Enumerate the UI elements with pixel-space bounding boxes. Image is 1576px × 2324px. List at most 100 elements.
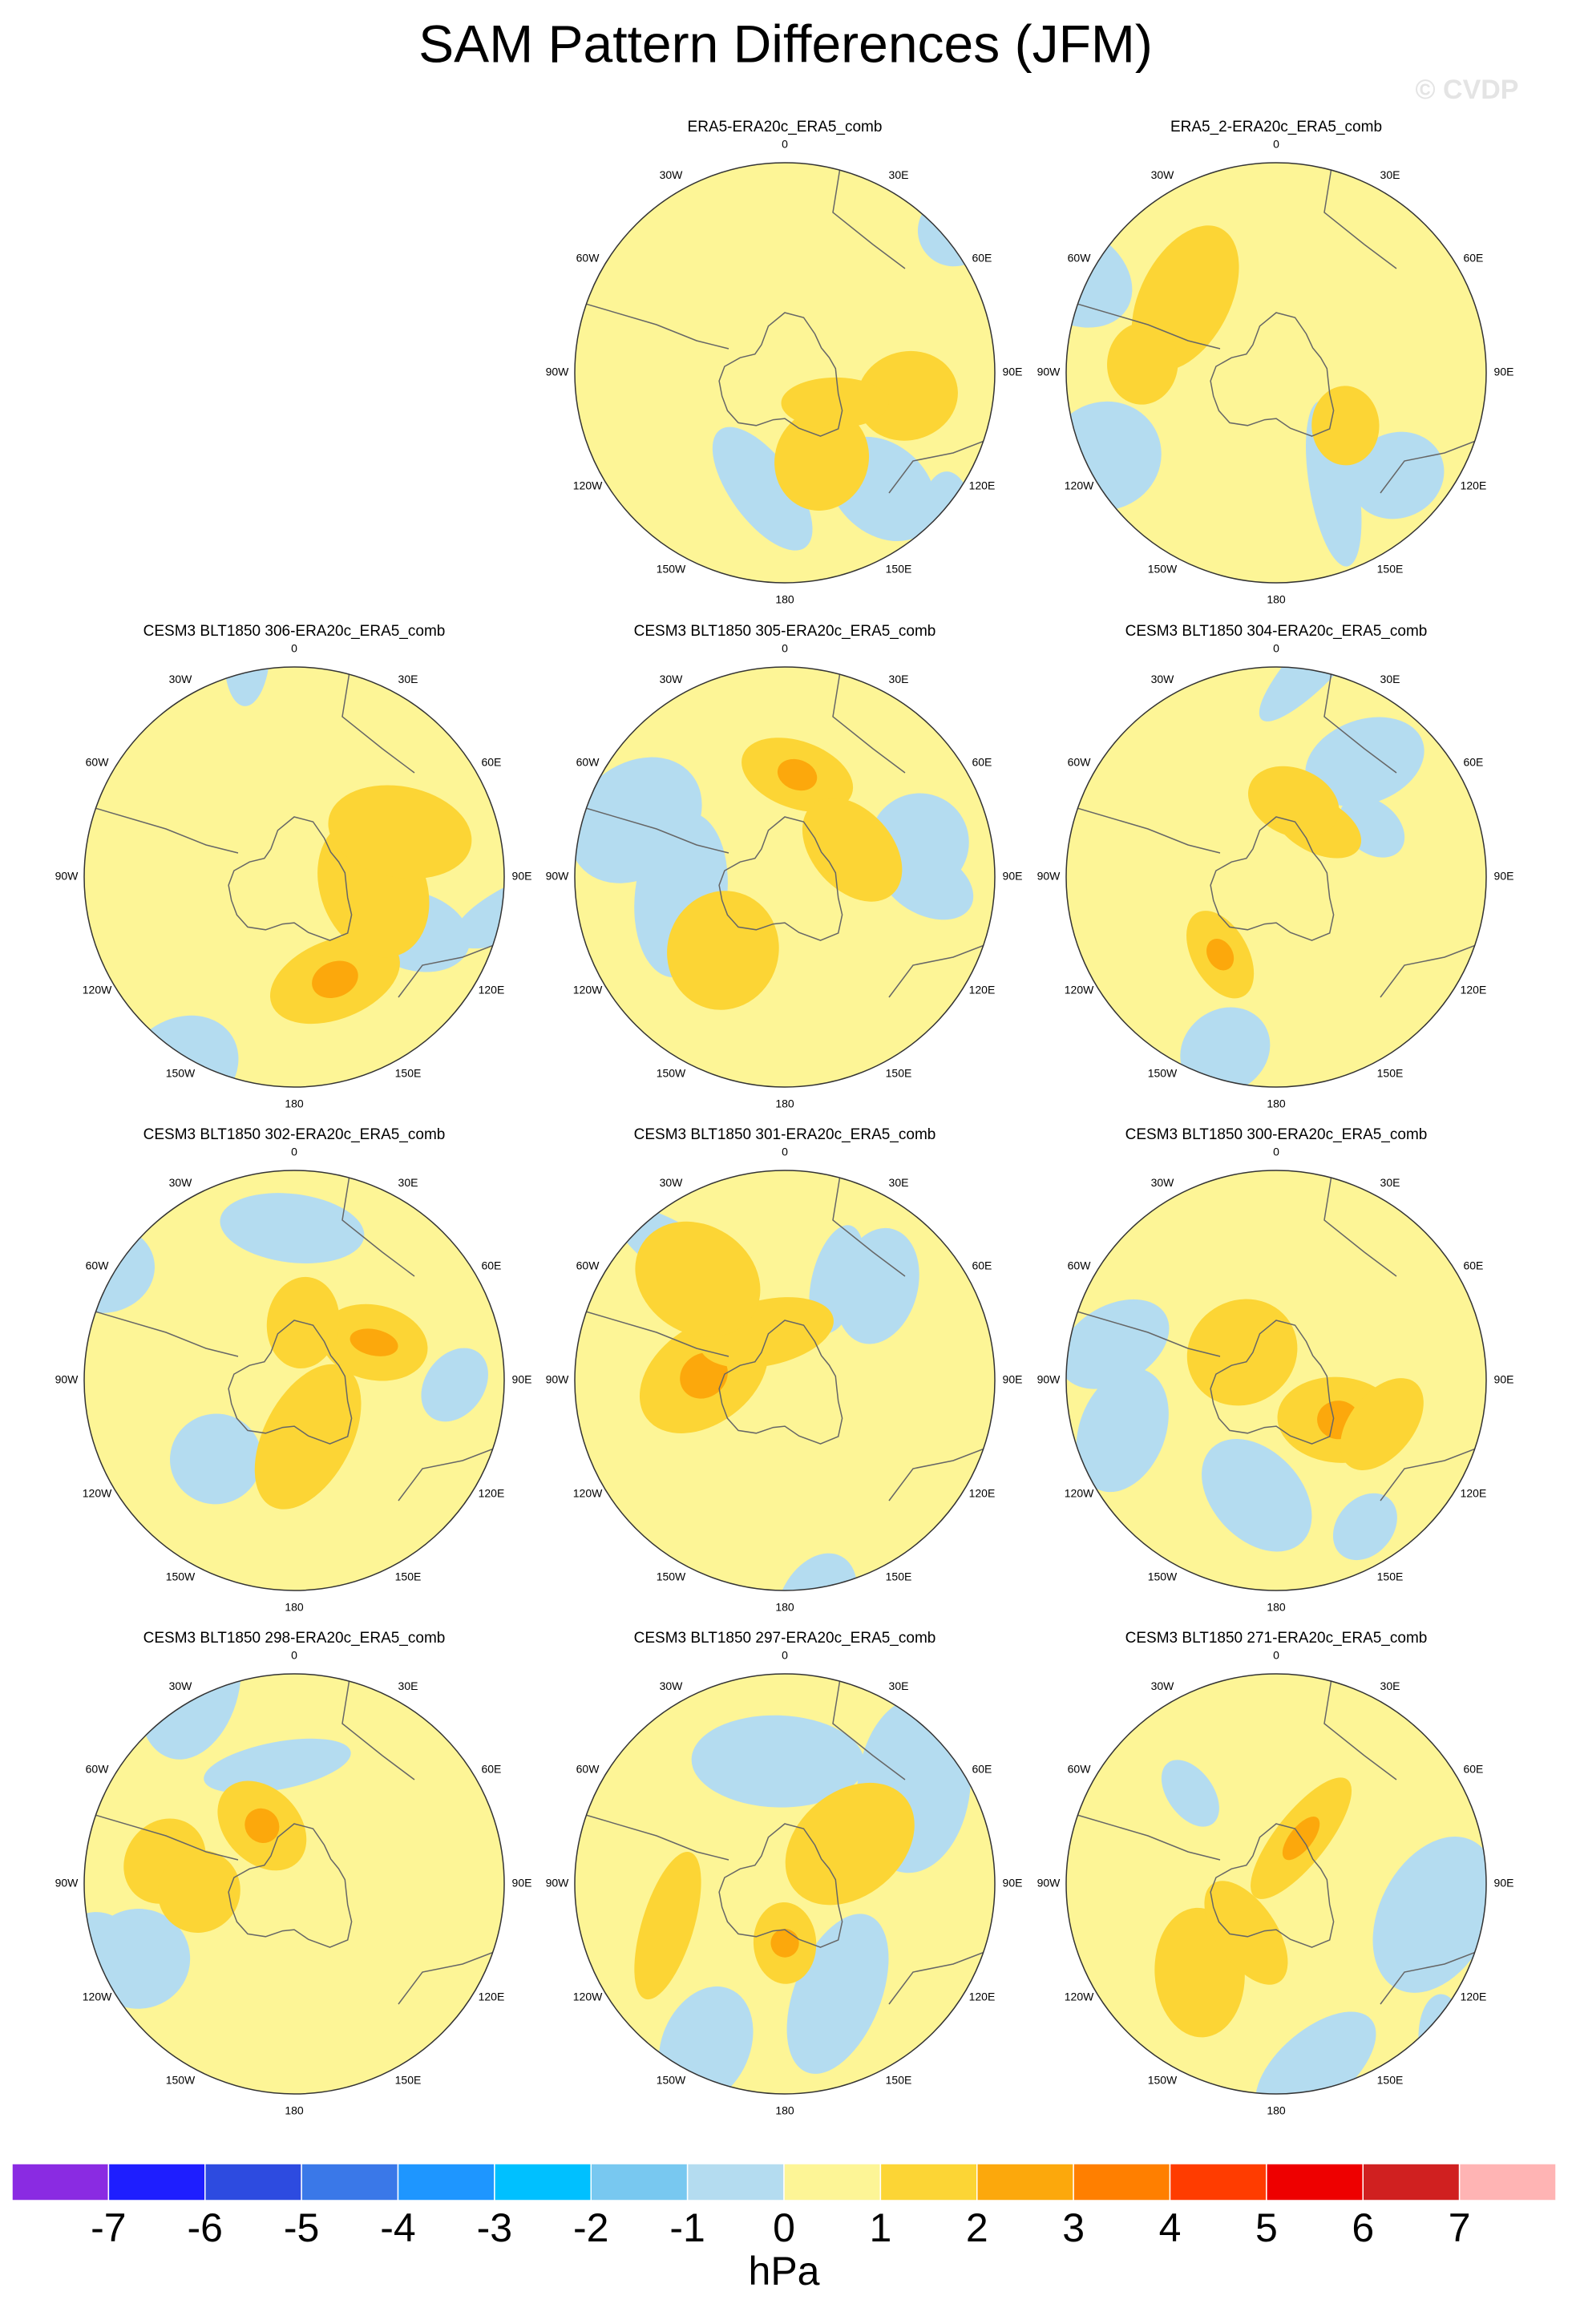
longitude-label: 120W (1065, 479, 1094, 492)
coastline (1066, 300, 1221, 350)
longitude-label: 120W (1065, 984, 1094, 996)
coastline (832, 1170, 906, 1277)
panel-title: CESM3 BLT1850 302-ERA20c_ERA5_comb (143, 1126, 446, 1143)
longitude-label: 180 (1267, 593, 1286, 606)
colorbar-tick-label: -1 (669, 2205, 705, 2250)
map-panel: CESM3 BLT1850 302-ERA20c_ERA5_comb 0 30E 60… (55, 1126, 532, 1614)
coastline (1323, 667, 1397, 774)
longitude-label: 60W (1068, 1259, 1092, 1272)
coastline (575, 804, 729, 854)
longitude-label: 0 (1273, 1649, 1279, 1662)
longitude-label: 90W (546, 1373, 570, 1386)
positive-anomaly (1340, 1378, 1424, 1470)
longitude-label: 90W (546, 870, 570, 883)
positive-anomaly-strong (680, 1352, 728, 1399)
longitude-label: 60E (972, 1259, 992, 1272)
longitude-label: 120E (479, 1487, 505, 1500)
longitude-label: 120W (573, 1487, 603, 1500)
longitude-label: 60E (1463, 252, 1483, 265)
negative-anomaly (453, 869, 504, 949)
colorbar-tick-label: 5 (1255, 2205, 1278, 2250)
longitude-label: 150E (886, 563, 912, 576)
coastline (832, 667, 906, 774)
longitude-label: 60W (576, 756, 600, 769)
negative-anomaly (1349, 431, 1445, 519)
longitude-label: 150W (1148, 563, 1178, 576)
negative-anomaly (1305, 717, 1424, 806)
longitude-label: 90E (1494, 1877, 1514, 1890)
longitude-label: 150W (166, 1067, 196, 1080)
map-panel: CESM3 BLT1850 301-ERA20c_ERA5_comb 0 30E 60… (546, 1126, 1023, 1614)
negative-anomaly (1180, 1007, 1271, 1087)
longitude-label: 0 (782, 642, 788, 655)
colorbar-tick-label: 1 (869, 2205, 891, 2250)
colorbar-tick-label: 3 (1062, 2205, 1085, 2250)
longitude-label: 90E (1494, 1373, 1514, 1386)
map-panel: CESM3 BLT1850 300-ERA20c_ERA5_comb 0 30E 60… (1037, 1126, 1514, 1614)
longitude-label: 120W (83, 1991, 112, 2003)
longitude-label: 90W (1037, 1373, 1061, 1386)
longitude-label: 180 (285, 1097, 304, 1110)
longitude-label: 120E (1461, 1991, 1487, 2003)
map-body (575, 163, 995, 583)
longitude-label: 150W (1148, 1570, 1178, 1583)
positive-anomaly (1107, 322, 1178, 405)
map-body (1066, 163, 1486, 583)
coastline (1066, 1308, 1221, 1357)
coastline (575, 300, 729, 350)
negative-anomaly (1066, 1299, 1170, 1389)
longitude-label: 30W (660, 1679, 684, 1692)
coastline (341, 1170, 415, 1277)
longitude-label: 150E (886, 1570, 912, 1583)
positive-anomaly-strong (244, 1808, 280, 1843)
colorbar-box (204, 2163, 302, 2201)
colorbar-box (494, 2163, 592, 2201)
longitude-label: 150E (1377, 1570, 1404, 1583)
longitude-label: 30W (169, 1176, 193, 1189)
colorbar-box (879, 2163, 978, 2201)
longitude-label: 150E (395, 2074, 422, 2087)
longitude-label: 0 (1273, 138, 1279, 151)
longitude-label: 0 (782, 1146, 788, 1158)
coastline (398, 1444, 504, 1502)
longitude-label: 150E (1377, 1067, 1404, 1080)
longitude-label: 90W (1037, 366, 1061, 378)
colorbar-box (976, 2163, 1074, 2201)
map-panel: CESM3 BLT1850 298-ERA20c_ERA5_comb 0 30E 60… (55, 1630, 532, 2117)
longitude-label: 90W (546, 366, 570, 378)
coastline (341, 667, 415, 774)
negative-anomaly (1161, 1760, 1219, 1827)
positive-anomaly (157, 1849, 240, 1933)
longitude-label: 150W (657, 1570, 686, 1583)
map-border (574, 1170, 996, 1591)
coastline (888, 1444, 995, 1502)
positive-anomaly (635, 1221, 761, 1337)
colorbar-tick-label: -4 (380, 2205, 415, 2250)
longitude-label: 90E (1003, 1373, 1023, 1386)
longitude-label: 120W (83, 984, 112, 996)
positive-anomaly-strong (777, 758, 818, 791)
coastline (1066, 1811, 1221, 1861)
map-border (574, 666, 996, 1088)
colorbar-box (1458, 2163, 1557, 2201)
longitude-label: 120E (1461, 984, 1487, 996)
longitude-label: 60E (1463, 1259, 1483, 1272)
coastline (1066, 804, 1221, 854)
longitude-label: 120W (83, 1487, 112, 1500)
longitude-label: 120E (969, 1487, 996, 1500)
map-border (83, 666, 505, 1088)
colorbar-box (301, 2163, 399, 2201)
positive-anomaly (634, 1852, 701, 2000)
longitude-label: 90E (512, 870, 532, 883)
longitude-label: 90E (1003, 1877, 1023, 1890)
panel-title: CESM3 BLT1850 297-ERA20c_ERA5_comb (634, 1630, 936, 1647)
longitude-label: 30W (169, 1679, 193, 1692)
colorbar-tick-label: -5 (284, 2205, 319, 2250)
longitude-label: 60E (481, 1259, 501, 1272)
map-border (83, 1673, 505, 2095)
map-panel: CESM3 BLT1850 297-ERA20c_ERA5_comb 0 30E 60… (546, 1630, 1023, 2117)
longitude-label: 60E (972, 756, 992, 769)
longitude-label: 60W (1068, 252, 1092, 265)
positive-anomaly (857, 350, 958, 441)
